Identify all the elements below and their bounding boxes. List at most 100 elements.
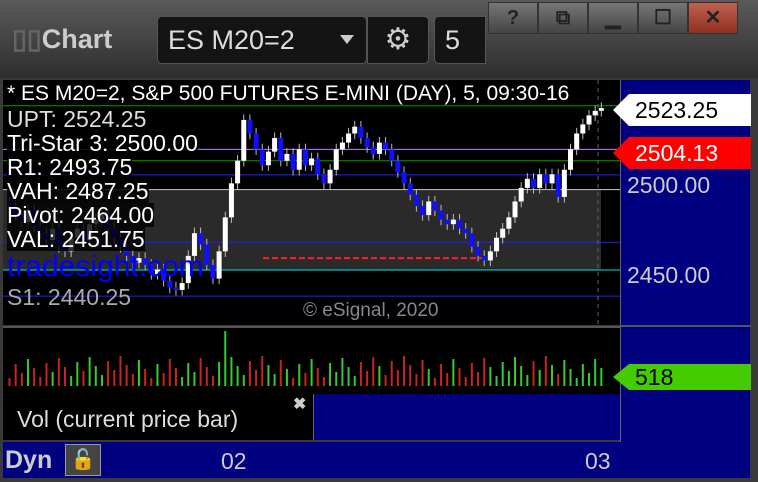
watermark: tradesight.com xyxy=(7,250,204,283)
candle xyxy=(247,119,253,134)
candle xyxy=(235,160,241,184)
candle xyxy=(413,194,419,207)
time-tick: 03 xyxy=(585,448,611,474)
candle xyxy=(321,174,327,184)
interval-input[interactable]: 5 xyxy=(434,16,486,64)
candle xyxy=(524,178,530,188)
candle xyxy=(438,210,444,220)
axis-tick: 2450.00 xyxy=(627,262,711,288)
candle xyxy=(487,251,493,261)
candle xyxy=(598,108,604,111)
candle xyxy=(450,219,456,225)
maximize-button[interactable]: ☐ xyxy=(638,2,688,34)
candle xyxy=(259,149,265,166)
candle xyxy=(284,153,290,161)
volume-study-label: Vol (current price bar) xyxy=(3,394,313,440)
level-label-r1: R1: 2493.75 xyxy=(7,154,133,180)
level-label-s1: S1: 2440.25 xyxy=(7,284,132,310)
candle xyxy=(370,147,376,154)
dock-icon: ⧉ xyxy=(555,7,571,29)
candle xyxy=(574,133,580,150)
dock-button[interactable]: ⧉ xyxy=(538,2,588,34)
candle xyxy=(512,201,518,218)
candle xyxy=(346,133,352,143)
settings-gear-button[interactable]: ⚙ xyxy=(367,16,429,64)
candle xyxy=(210,264,216,279)
candle xyxy=(130,255,136,263)
candle xyxy=(432,201,438,211)
candle xyxy=(154,269,160,274)
candle xyxy=(407,183,413,195)
level-label-upt: UPT: 2524.25 xyxy=(7,106,147,132)
candle xyxy=(395,160,401,173)
candle xyxy=(302,149,308,166)
candle xyxy=(537,174,543,188)
price-chart[interactable]: * ES M20=2, S&P 500 FUTURES E-MINI (DAY)… xyxy=(3,80,620,325)
candle xyxy=(376,142,382,154)
title-bar: ▯▯Chart ES M20=2 ⚙ 5 ? ⧉ ▁ ☐ ✕ xyxy=(0,0,758,78)
candle xyxy=(469,233,475,247)
candle xyxy=(500,228,506,238)
candle xyxy=(401,172,407,184)
level-label-pivot: Pivot: 2464.00 xyxy=(7,202,155,228)
symbol-value: ES M20=2 xyxy=(168,25,295,55)
help-button[interactable]: ? xyxy=(488,2,538,34)
maximize-icon: ☐ xyxy=(654,7,672,29)
candle xyxy=(457,219,463,229)
price-axis[interactable]: 2500.00 2450.00 2523.25 2504.13 518 xyxy=(613,80,751,442)
candle xyxy=(167,280,173,288)
candle xyxy=(179,283,185,290)
candle xyxy=(272,138,278,152)
candle xyxy=(364,138,370,148)
candle xyxy=(339,142,345,150)
dyn-mode-label[interactable]: Dyn xyxy=(5,446,53,474)
title-text: Chart xyxy=(41,24,113,54)
chevron-down-icon xyxy=(340,35,354,44)
volume-legend-area xyxy=(313,394,620,440)
minimize-icon: ▁ xyxy=(605,7,621,29)
volume-last-tag: 518 xyxy=(613,364,751,390)
candle xyxy=(148,264,154,274)
candle xyxy=(444,219,450,225)
candle xyxy=(278,138,284,161)
window-title: ▯▯Chart xyxy=(12,24,113,54)
pane-divider xyxy=(621,325,751,327)
candle xyxy=(173,287,179,290)
candle xyxy=(475,246,481,256)
candle xyxy=(161,269,167,281)
candle xyxy=(191,233,197,256)
level-label-val: VAL: 2451.75 xyxy=(7,226,145,252)
candle xyxy=(333,149,339,170)
candle xyxy=(592,110,598,116)
candle xyxy=(309,158,315,166)
chart-header: * ES M20=2, S&P 500 FUTURES E-MINI (DAY)… xyxy=(7,82,570,105)
candle xyxy=(555,174,561,197)
candle xyxy=(580,124,586,134)
candle xyxy=(518,187,524,202)
candle xyxy=(352,126,358,134)
candle xyxy=(389,149,395,161)
close-button[interactable]: ✕ xyxy=(688,2,738,34)
minimize-button[interactable]: ▁ xyxy=(588,2,638,34)
remove-study-button[interactable]: ✖ xyxy=(293,396,307,413)
candle xyxy=(290,153,296,170)
close-icon: ✕ xyxy=(704,7,722,29)
time-axis-bar: Dyn 🔓 02 03 xyxy=(3,442,750,478)
candle xyxy=(506,217,512,229)
candle xyxy=(327,169,333,184)
time-tick: 02 xyxy=(221,448,247,474)
candle xyxy=(198,233,204,245)
candle xyxy=(383,142,389,150)
lock-clock-icon[interactable]: 🔓 xyxy=(65,444,101,476)
candle xyxy=(481,255,487,261)
last-price-tag: 2523.25 xyxy=(613,94,751,126)
candle xyxy=(568,149,574,170)
candle xyxy=(204,244,210,265)
symbol-dropdown[interactable]: ES M20=2 xyxy=(157,16,367,64)
axis-tick: 2500.00 xyxy=(627,172,711,198)
candle xyxy=(561,169,567,197)
volume-pane[interactable]: Vol (current price bar) ✖ xyxy=(3,326,620,440)
candle xyxy=(531,178,537,188)
candle xyxy=(420,206,426,216)
candle xyxy=(142,258,148,265)
